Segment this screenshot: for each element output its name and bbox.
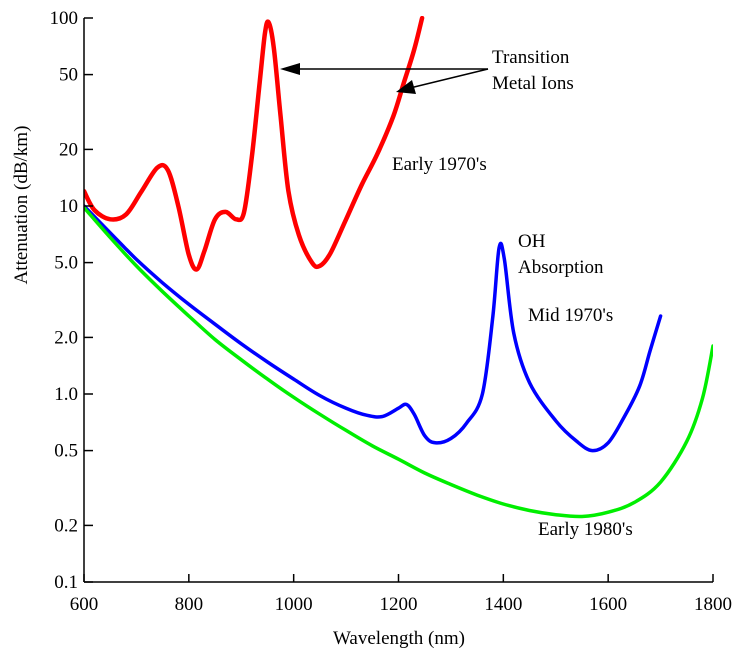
series-layer	[84, 16, 713, 519]
y-tick-label: 2.0	[54, 327, 78, 348]
y-axis-label: Attenuation (dB/km)	[11, 126, 32, 285]
y-tick-label: 5.0	[54, 253, 78, 274]
y-tick-label: 10	[59, 196, 78, 217]
arrow-head-peak	[280, 63, 300, 75]
x-axis-label: Wavelength (nm)	[333, 628, 465, 648]
y-tick-label: 1.0	[54, 384, 78, 405]
series-line-early-1970-s	[84, 16, 425, 272]
arrow-line-to-slope	[409, 68, 489, 89]
annotation-transition-metal-ions: Transition Metal Ions	[280, 47, 574, 94]
y-tick-label: 0.2	[54, 515, 78, 536]
y-tick-label: 50	[59, 65, 78, 86]
annotation-early-1980s: Early 1980's	[538, 519, 633, 540]
annotation-early-1970s: Early 1970's	[392, 154, 487, 175]
x-tick-label: 600	[70, 594, 99, 615]
x-tick-label: 800	[175, 594, 204, 615]
series-line-mid-1970-s	[84, 204, 663, 453]
x-tick-label: 1800	[694, 594, 732, 615]
y-tick-label: 0.1	[54, 572, 78, 593]
y-tick-label: 100	[50, 8, 79, 29]
x-tick-label: 1000	[275, 594, 313, 615]
annotation-mid-1970s: Mid 1970's	[528, 305, 613, 326]
annotation-transition-line2: Metal Ions	[492, 73, 574, 94]
ticks-layer: 600 800 1000 1200 1400 1600 1800 0.1 0.2 0.5 1.0 2.…	[50, 8, 733, 615]
series-line-early-1980-s	[84, 205, 713, 519]
arrow-head-slope	[396, 80, 416, 94]
annotation-oh-line2: Absorption	[518, 257, 604, 278]
x-tick-label: 1200	[380, 594, 418, 615]
x-tick-label: 1600	[589, 594, 627, 615]
y-tick-label: 20	[59, 139, 78, 160]
y-tick-label: 0.5	[54, 441, 78, 462]
annotation-transition-line1: Transition	[492, 47, 570, 68]
x-tick-label: 1400	[484, 594, 522, 615]
annotation-oh-line1: OH	[518, 231, 546, 252]
